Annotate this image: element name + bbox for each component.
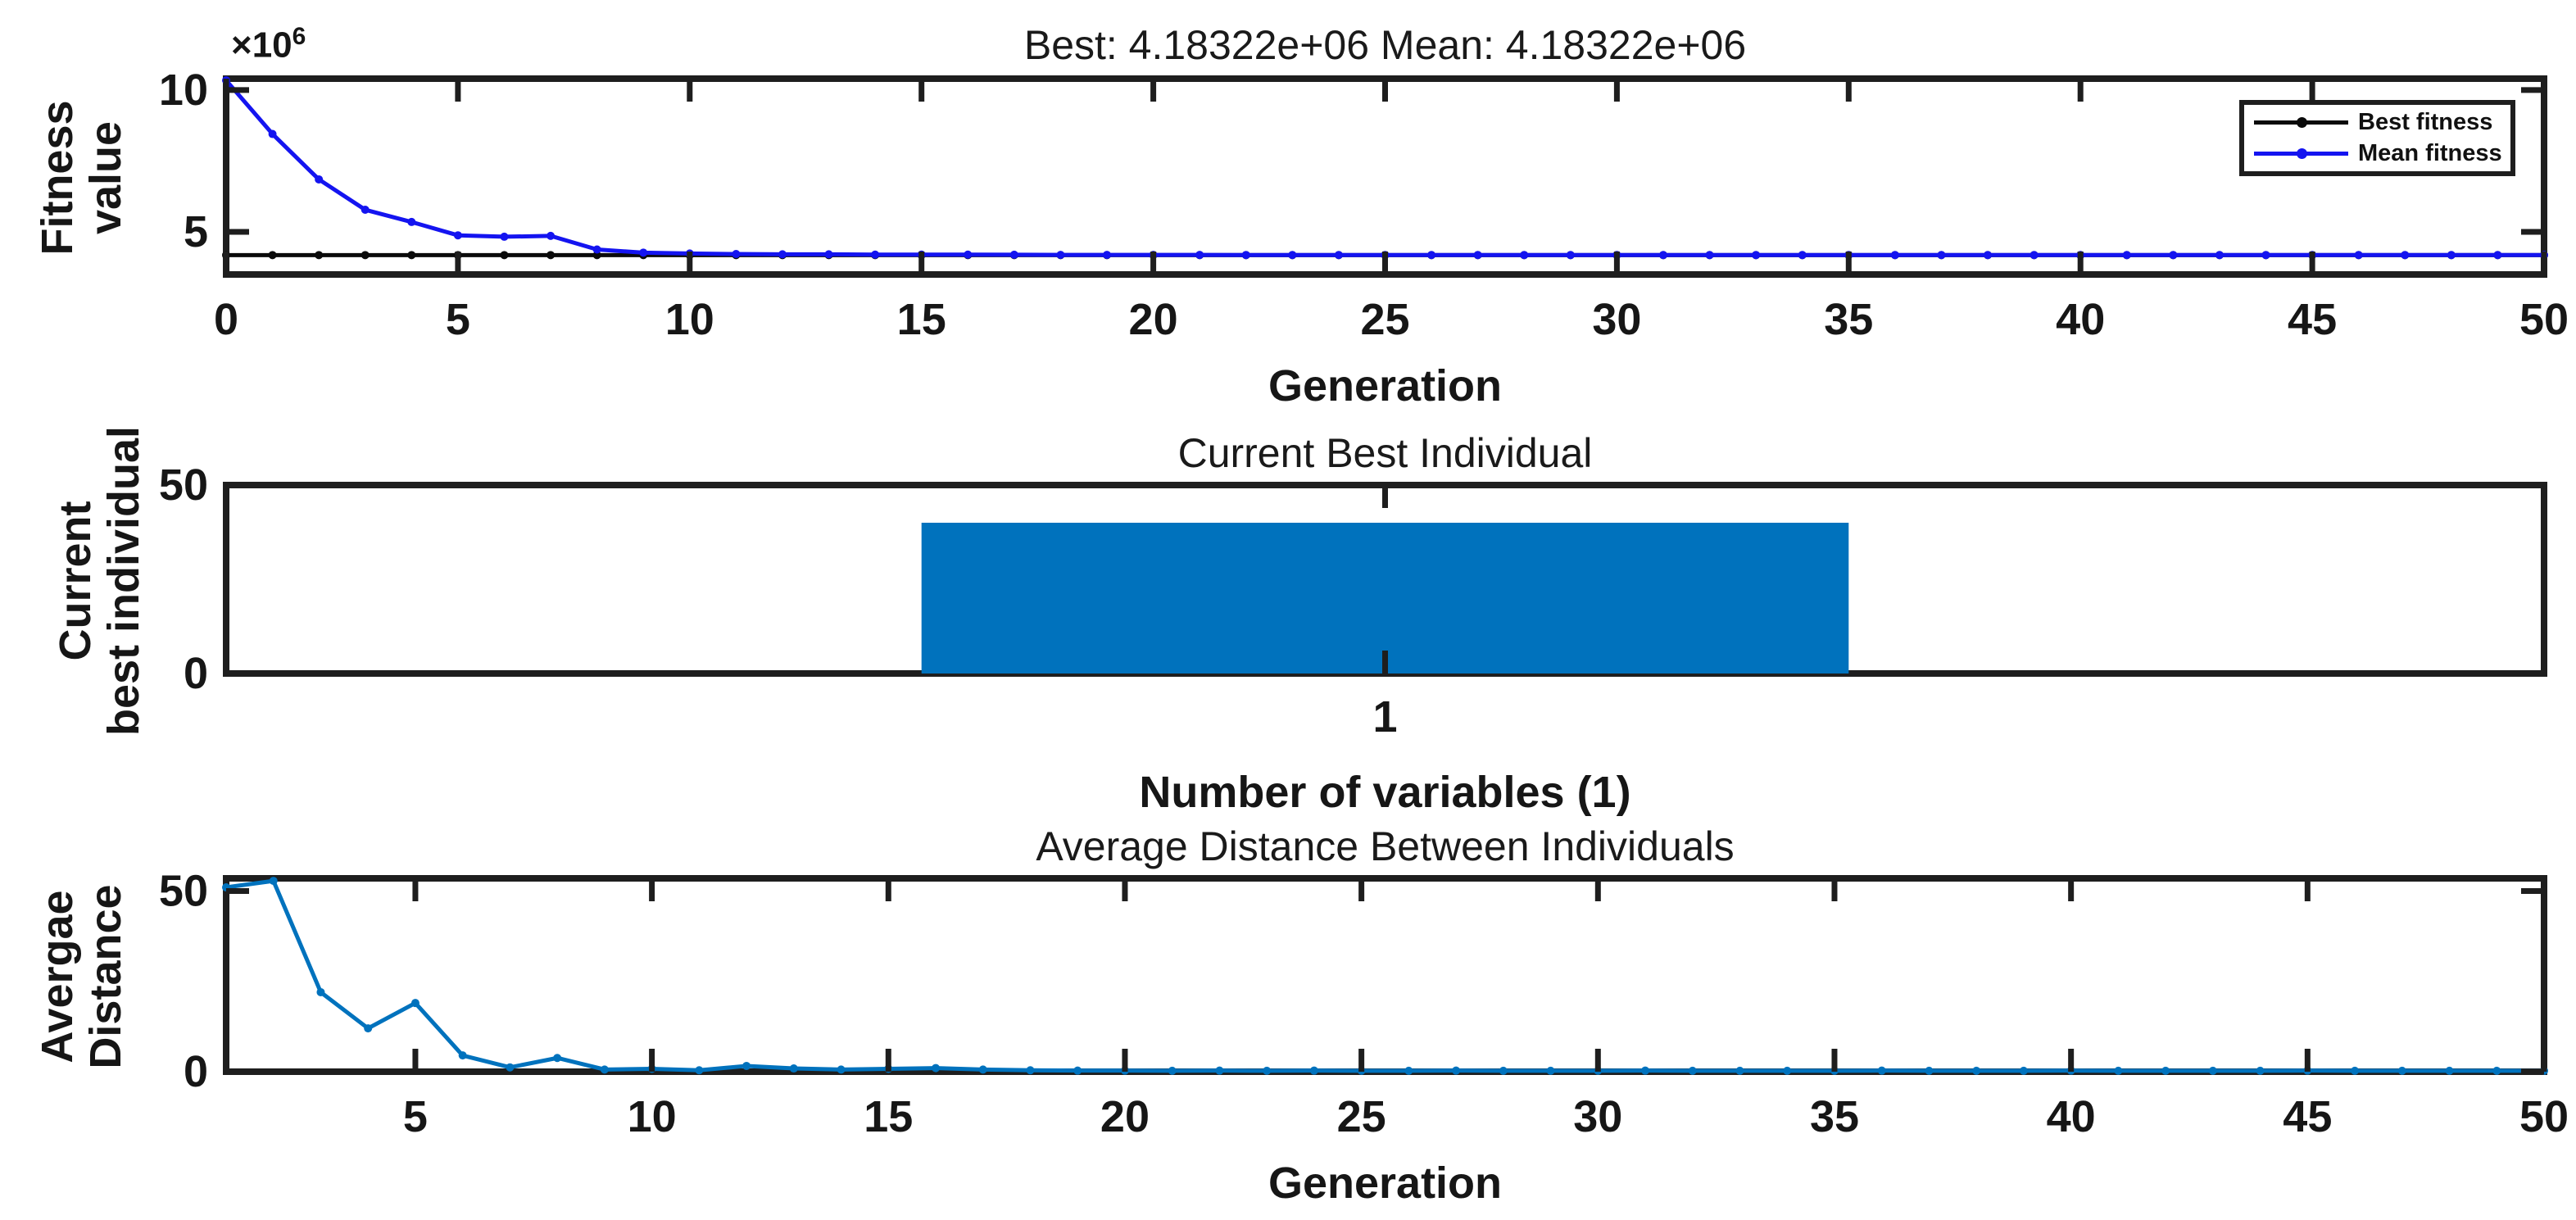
- x-tick-label: 20: [1129, 295, 1178, 344]
- distance-plot: 5 10 15 20 25 30 35 40 45 50 0 50: [159, 866, 2569, 1141]
- x-tick-label: 50: [2519, 1092, 2569, 1141]
- x-tick-label: 50: [2519, 295, 2569, 344]
- distance-x-axis-label: Generation: [1268, 1159, 1503, 1208]
- x-tick-label: 0: [214, 295, 238, 344]
- tick-marks: [226, 878, 2547, 1075]
- x-tick-label: 35: [1810, 1092, 1859, 1141]
- series-average-distance: [222, 877, 2548, 1075]
- y-tick-label: 50: [159, 866, 208, 915]
- x-tick-label: 45: [2288, 295, 2337, 344]
- x-tick-label: 25: [1337, 1092, 1386, 1141]
- x-tick-label: 30: [1592, 295, 1641, 344]
- y-tick-label: 10: [159, 66, 208, 115]
- y-tick-label: 0: [184, 1047, 208, 1096]
- x-tick-label: 15: [864, 1092, 913, 1141]
- individual-plot: 1 0 50: [159, 460, 2547, 742]
- x-tick-label: 1: [1372, 692, 1397, 742]
- distance-title: Average Distance Between Individuals: [1036, 823, 1735, 869]
- best-fitness-marker-icon: [2297, 116, 2307, 128]
- fitness-legend: Best fitness Mean fitness: [2239, 100, 2515, 176]
- series-mean-fitness: [222, 76, 2548, 260]
- x-tick-label: 10: [628, 1092, 677, 1141]
- mean-fitness-marker-icon: [2297, 148, 2307, 160]
- y-axis-exponent: ×106: [231, 23, 306, 66]
- x-tick-label: 40: [2047, 1092, 2096, 1141]
- exponent-power: 6: [292, 23, 306, 50]
- x-tick-label: 25: [1360, 295, 1409, 344]
- x-tick-label: 35: [1824, 295, 1873, 344]
- best-individual-bar: [921, 523, 1849, 673]
- y-tick-label: 0: [184, 649, 208, 698]
- x-tick-label: 45: [2283, 1092, 2332, 1141]
- x-tick-label: 40: [2056, 295, 2105, 344]
- legend-label-best: Best fitness: [2358, 108, 2493, 135]
- legend-row: Best fitness: [2254, 107, 2502, 138]
- y-tick-label: 50: [159, 460, 208, 510]
- legend-row: Mean fitness: [2254, 138, 2502, 170]
- tick-marks: [223, 79, 2547, 274]
- best-fitness-line-swatch: [2254, 116, 2348, 128]
- fitness-x-axis-label: Generation: [1268, 361, 1503, 410]
- x-tick-label: 5: [403, 1092, 428, 1141]
- x-tick-label: 20: [1100, 1092, 1150, 1141]
- x-tick-label: 5: [446, 295, 470, 344]
- axes-frame: [223, 875, 2547, 1075]
- individual-title: Current Best Individual: [1177, 430, 1593, 476]
- x-tick-label: 10: [665, 295, 714, 344]
- x-tick-label: 30: [1573, 1092, 1622, 1141]
- fitness-title: Best: 4.18322e+06 Mean: 4.18322e+06: [1023, 22, 1747, 68]
- y-tick-label: 5: [184, 207, 208, 256]
- tick-marks: [226, 482, 2544, 677]
- legend-label-mean: Mean fitness: [2358, 140, 2502, 167]
- x-tick-label: 15: [897, 295, 946, 344]
- axes-frame: [223, 75, 2547, 278]
- exponent-base: ×10: [231, 25, 293, 66]
- mean-fitness-line-swatch: [2254, 148, 2348, 160]
- individual-x-axis-label: Number of variables (1): [1139, 768, 1631, 817]
